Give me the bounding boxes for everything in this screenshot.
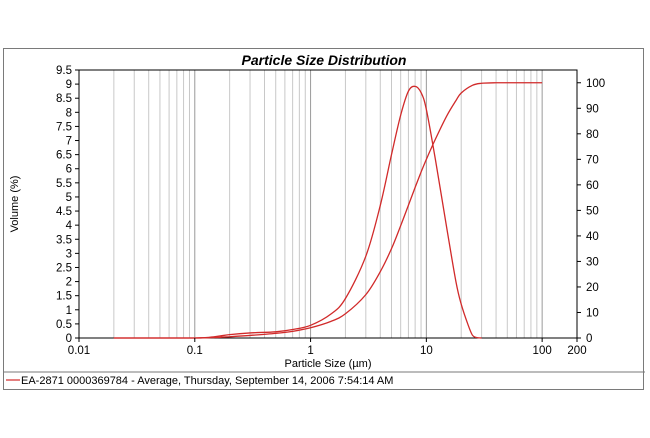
series-layer bbox=[113, 82, 543, 339]
y2-tick-label: 30 bbox=[586, 256, 599, 268]
x-tick-label: 0.1 bbox=[187, 345, 203, 357]
y2-tick-label: 0 bbox=[586, 333, 592, 345]
particle-size-chart: Particle Size Distribution 0 0.5 1 1.5 2 2.5 3… bbox=[4, 52, 645, 387]
y-tick-label: 0.5 bbox=[56, 319, 72, 331]
y-axis-ticks: 0 0.5 1 1.5 2 2.5 3 3.5 4 4.5 5 5.5 6 6.5 7 7.5 8 8.5 9 9.5 bbox=[56, 65, 79, 345]
y-tick-label: 6 bbox=[66, 164, 72, 176]
y2-tick-label: 70 bbox=[586, 154, 599, 166]
y-tick-label: 3.5 bbox=[56, 234, 72, 246]
y-tick-label: 9.5 bbox=[56, 65, 72, 77]
y-tick-label: 2 bbox=[66, 277, 72, 289]
x-tick-label: 1 bbox=[307, 345, 313, 357]
y2-axis-ticks: 0 10 20 30 40 50 60 70 80 90 100 bbox=[577, 78, 605, 345]
y-tick-label: 1 bbox=[66, 305, 72, 317]
x-axis-label: Particle Size (µm) bbox=[284, 358, 371, 370]
y2-tick-label: 90 bbox=[586, 103, 599, 115]
y-tick-label: 0 bbox=[66, 333, 72, 345]
plot-area bbox=[78, 69, 578, 339]
x-axis-ticks: 0.01 0.1 1 10 100 200 bbox=[68, 338, 587, 357]
y2-tick-label: 40 bbox=[586, 231, 599, 243]
y2-tick-label: 10 bbox=[586, 307, 599, 319]
x-tick-label: 10 bbox=[420, 345, 433, 357]
x-tick-label: 200 bbox=[567, 345, 586, 357]
y-tick-label: 8.5 bbox=[56, 93, 72, 105]
y2-tick-label: 60 bbox=[586, 180, 599, 192]
y-tick-label: 2.5 bbox=[56, 262, 72, 274]
legend-entry: EA-2871 0000369784 - Average, Thursday, … bbox=[21, 375, 393, 387]
y-tick-label: 5.5 bbox=[56, 178, 72, 190]
y-tick-label: 7.5 bbox=[56, 121, 72, 133]
y2-tick-label: 20 bbox=[586, 282, 599, 294]
y-tick-label: 1.5 bbox=[56, 291, 72, 303]
y2-tick-label: 100 bbox=[586, 78, 605, 90]
chart-title: Particle Size Distribution bbox=[242, 52, 407, 68]
y-tick-label: 3 bbox=[66, 248, 72, 260]
volume-series-line bbox=[113, 85, 482, 339]
y-tick-label: 5 bbox=[66, 192, 72, 204]
y-tick-label: 6.5 bbox=[56, 150, 72, 162]
y-tick-label: 4.5 bbox=[56, 206, 72, 218]
y-tick-label: 7 bbox=[66, 136, 72, 148]
x-tick-label: 0.01 bbox=[68, 345, 90, 357]
y-tick-label: 8 bbox=[66, 107, 72, 119]
chart-frame: Particle Size Distribution 0 0.5 1 1.5 2 2.5 3… bbox=[3, 48, 645, 390]
y-tick-label: 4 bbox=[66, 220, 73, 232]
y2-tick-label: 50 bbox=[586, 205, 599, 217]
y2-tick-label: 80 bbox=[586, 129, 599, 141]
grid bbox=[78, 70, 578, 338]
y-axis-label: Volume (%) bbox=[9, 176, 21, 233]
cumulative-series-line bbox=[113, 82, 543, 339]
x-tick-label: 100 bbox=[533, 345, 552, 357]
y-tick-label: 9 bbox=[66, 79, 72, 91]
